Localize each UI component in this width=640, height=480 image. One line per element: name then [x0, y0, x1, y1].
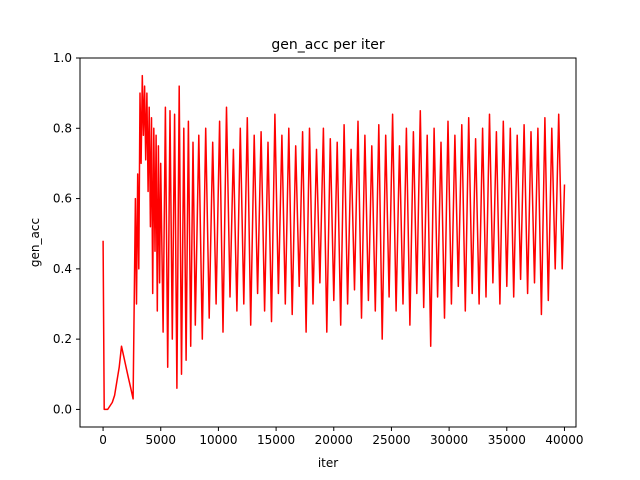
y-axis-label: gen_acc: [28, 218, 42, 267]
y-tick-label: 1.0: [53, 51, 72, 65]
plot-frame: [79, 57, 577, 428]
x-tick-label: 40000: [545, 433, 583, 447]
axis-ticks: 0 5000 10000 15000 20000 25000 30000 35000 40000…: [53, 51, 584, 447]
series-line-0: [102, 74, 566, 411]
y-tick-label: 0.6: [53, 192, 72, 206]
plot-area: [102, 74, 566, 411]
x-axis-label: iter: [318, 456, 338, 470]
x-tick-label: 35000: [488, 433, 526, 447]
x-tick-label: 30000: [430, 433, 468, 447]
y-tick-label: 0.0: [53, 402, 72, 416]
x-tick-label: 5000: [145, 433, 176, 447]
x-tick-label: 20000: [315, 433, 353, 447]
chart-title: gen_acc per iter: [271, 37, 384, 53]
x-tick-label: 10000: [199, 433, 237, 447]
x-tick-label: 0: [99, 433, 107, 447]
y-tick-label: 0.8: [53, 121, 72, 135]
y-tick-label: 0.2: [53, 332, 72, 346]
x-tick-label: 15000: [257, 433, 295, 447]
x-tick-label: 25000: [372, 433, 410, 447]
y-tick-label: 0.4: [53, 262, 72, 276]
